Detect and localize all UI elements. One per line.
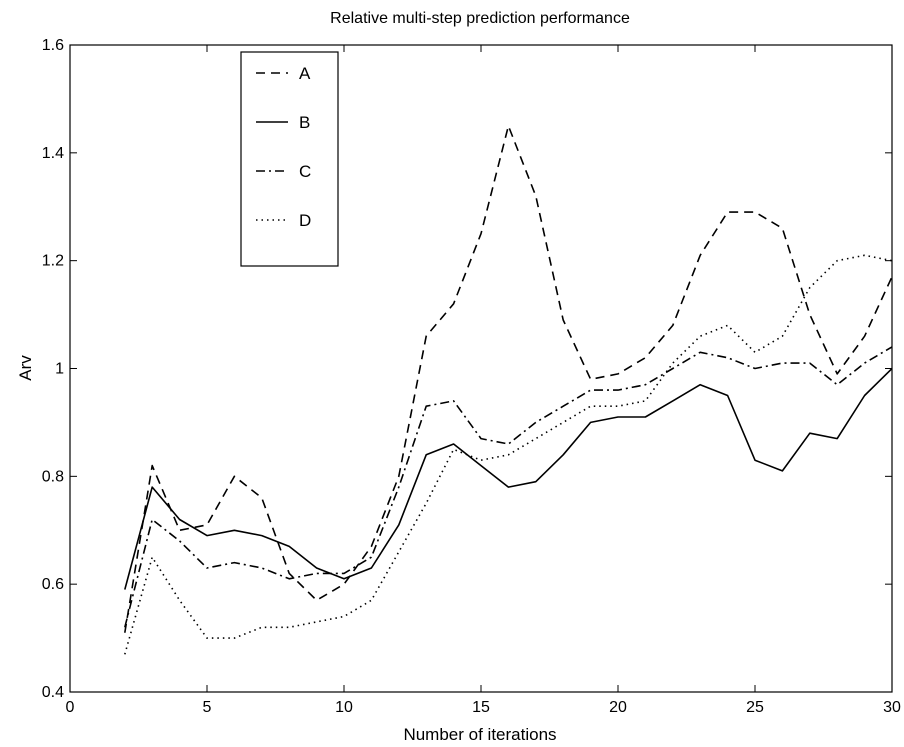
x-tick-label: 10 <box>335 699 353 716</box>
x-tick-label: 5 <box>203 699 212 716</box>
legend-label-d: D <box>299 211 311 230</box>
x-tick-label: 15 <box>472 699 490 716</box>
x-tick-label: 25 <box>746 699 764 716</box>
y-axis-label: Arv <box>16 355 35 381</box>
series-line-d <box>124 254 893 655</box>
series-line-b <box>124 367 893 590</box>
legend-label-c: C <box>299 162 311 181</box>
x-axis: 0 5 10 15 20 25 30 <box>66 45 901 716</box>
axes-frame <box>69 44 893 693</box>
y-tick-label: 1 <box>55 361 64 378</box>
x-axis-label: Number of iterations <box>403 725 556 744</box>
x-tick-label: 0 <box>66 699 75 716</box>
y-tick-label: 0.8 <box>42 468 64 485</box>
legend: A B C D <box>240 51 339 267</box>
chart-title: Relative multi-step prediction performan… <box>330 10 630 27</box>
legend-box <box>240 51 339 267</box>
legend-label-b: B <box>299 113 310 132</box>
y-tick-label: 1.2 <box>42 253 64 270</box>
y-tick-label: 1.6 <box>42 37 64 54</box>
x-tick-label: 20 <box>609 699 627 716</box>
series-layer <box>124 125 893 655</box>
x-tick-label: 30 <box>883 699 901 716</box>
y-tick-label: 0.6 <box>42 576 64 593</box>
y-axis: 0.4 0.6 0.8 1 1.2 1.4 1.6 <box>42 37 892 701</box>
y-tick-label: 0.4 <box>42 684 64 701</box>
series-line-c <box>124 346 893 628</box>
legend-label-a: A <box>299 64 311 83</box>
series-line-a <box>124 125 893 633</box>
y-tick-label: 1.4 <box>42 145 64 162</box>
plot-area <box>69 44 893 693</box>
